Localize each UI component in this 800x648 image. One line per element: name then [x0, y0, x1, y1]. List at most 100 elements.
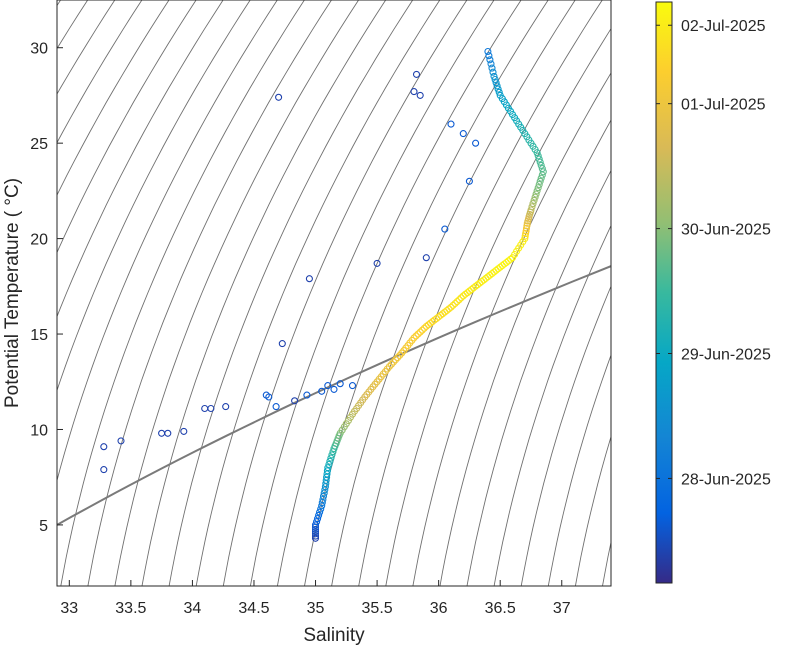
data-point	[486, 56, 494, 64]
data-point	[495, 88, 503, 96]
data-point	[531, 193, 539, 201]
x-tick-label: 36	[430, 600, 448, 617]
data-point	[207, 404, 215, 413]
data-point	[519, 238, 527, 246]
data-point	[418, 326, 426, 334]
data-point	[348, 382, 357, 390]
data-point	[488, 64, 496, 72]
density-contour	[466, 169, 611, 586]
x-axis-label: Salinity	[303, 625, 365, 646]
density-contour	[249, 0, 495, 586]
data-point	[492, 79, 500, 87]
data-point	[492, 266, 500, 274]
data-point	[314, 515, 322, 523]
density-contour	[547, 353, 611, 586]
data-point	[457, 294, 465, 302]
data-point	[311, 530, 320, 538]
data-point	[521, 232, 529, 240]
density-contour	[141, 0, 387, 586]
data-point	[392, 356, 400, 364]
x-tick-label: 34	[184, 600, 202, 617]
density-contour	[412, 72, 611, 586]
data-point	[480, 276, 488, 284]
data-point	[325, 460, 333, 469]
data-point	[313, 518, 321, 526]
data-point	[323, 470, 331, 478]
data-point	[316, 508, 324, 516]
data-point	[539, 168, 547, 176]
data-point	[335, 432, 343, 440]
data-point	[327, 454, 335, 462]
density-contour	[57, 0, 170, 197]
density-contour	[57, 0, 278, 483]
data-point	[532, 190, 540, 198]
data-point	[303, 391, 311, 399]
data-point	[491, 75, 499, 84]
data-point	[504, 257, 512, 265]
data-point	[318, 387, 326, 395]
data-point	[265, 393, 273, 401]
density-contour	[304, 0, 549, 586]
density-contour	[87, 0, 332, 586]
data-point	[323, 467, 331, 475]
y-tick-label: 25	[30, 136, 48, 153]
data-point	[441, 225, 449, 233]
data-point	[412, 332, 420, 340]
data-point	[467, 285, 476, 294]
data-point	[528, 203, 536, 211]
colorbar: 28-Jun-2025 29-Jun-2025 30-Jun-2025 01-Jul-…	[655, 1, 771, 584]
data-point	[272, 403, 280, 411]
data-point	[387, 360, 396, 368]
data-point	[522, 224, 531, 232]
density-contours	[57, 0, 800, 586]
data-point	[522, 227, 530, 235]
data-point	[222, 403, 230, 411]
data-point	[319, 495, 327, 504]
data-point	[311, 532, 320, 540]
data-point	[493, 82, 501, 90]
reference-isopycnal	[57, 265, 611, 526]
data-point	[305, 275, 313, 283]
data-point	[490, 72, 498, 80]
x-axis: 33 33.5 34 34.5 35 35.5 36 36.5 37	[60, 580, 571, 617]
data-point	[523, 222, 531, 230]
data-point	[291, 397, 299, 405]
data-point	[100, 466, 108, 474]
density-contour	[602, 540, 611, 586]
density-contour	[57, 0, 197, 254]
data-point	[489, 68, 497, 76]
density-contour	[358, 0, 603, 586]
density-contour	[57, 0, 251, 392]
density-contour	[520, 285, 611, 586]
data-point	[346, 413, 354, 421]
data-point	[498, 95, 506, 103]
x-tick-label: 36.5	[485, 600, 516, 617]
data-point	[311, 534, 320, 542]
density-contour	[630, 0, 800, 586]
data-point	[180, 427, 188, 435]
data-point	[389, 358, 398, 366]
data-point	[373, 259, 381, 267]
data-point	[422, 254, 430, 262]
data-point	[533, 187, 541, 195]
colorbar-tick-label: 28-Jun-2025	[681, 471, 771, 488]
data-point	[326, 457, 334, 465]
data-point	[408, 336, 416, 344]
data-point	[396, 351, 404, 359]
data-point	[536, 158, 544, 166]
density-contour	[57, 0, 143, 144]
data-point	[484, 47, 492, 56]
data-point	[537, 174, 545, 182]
data-point	[538, 165, 546, 173]
data-point	[319, 492, 328, 500]
data-point	[275, 93, 283, 101]
data-point	[359, 396, 367, 404]
data-point	[537, 161, 545, 169]
data-point	[529, 200, 537, 208]
y-tick-label: 5	[39, 518, 48, 535]
density-contour	[439, 119, 611, 586]
density-contour	[60, 0, 305, 586]
density-contour	[168, 0, 414, 586]
data-point	[410, 88, 418, 96]
